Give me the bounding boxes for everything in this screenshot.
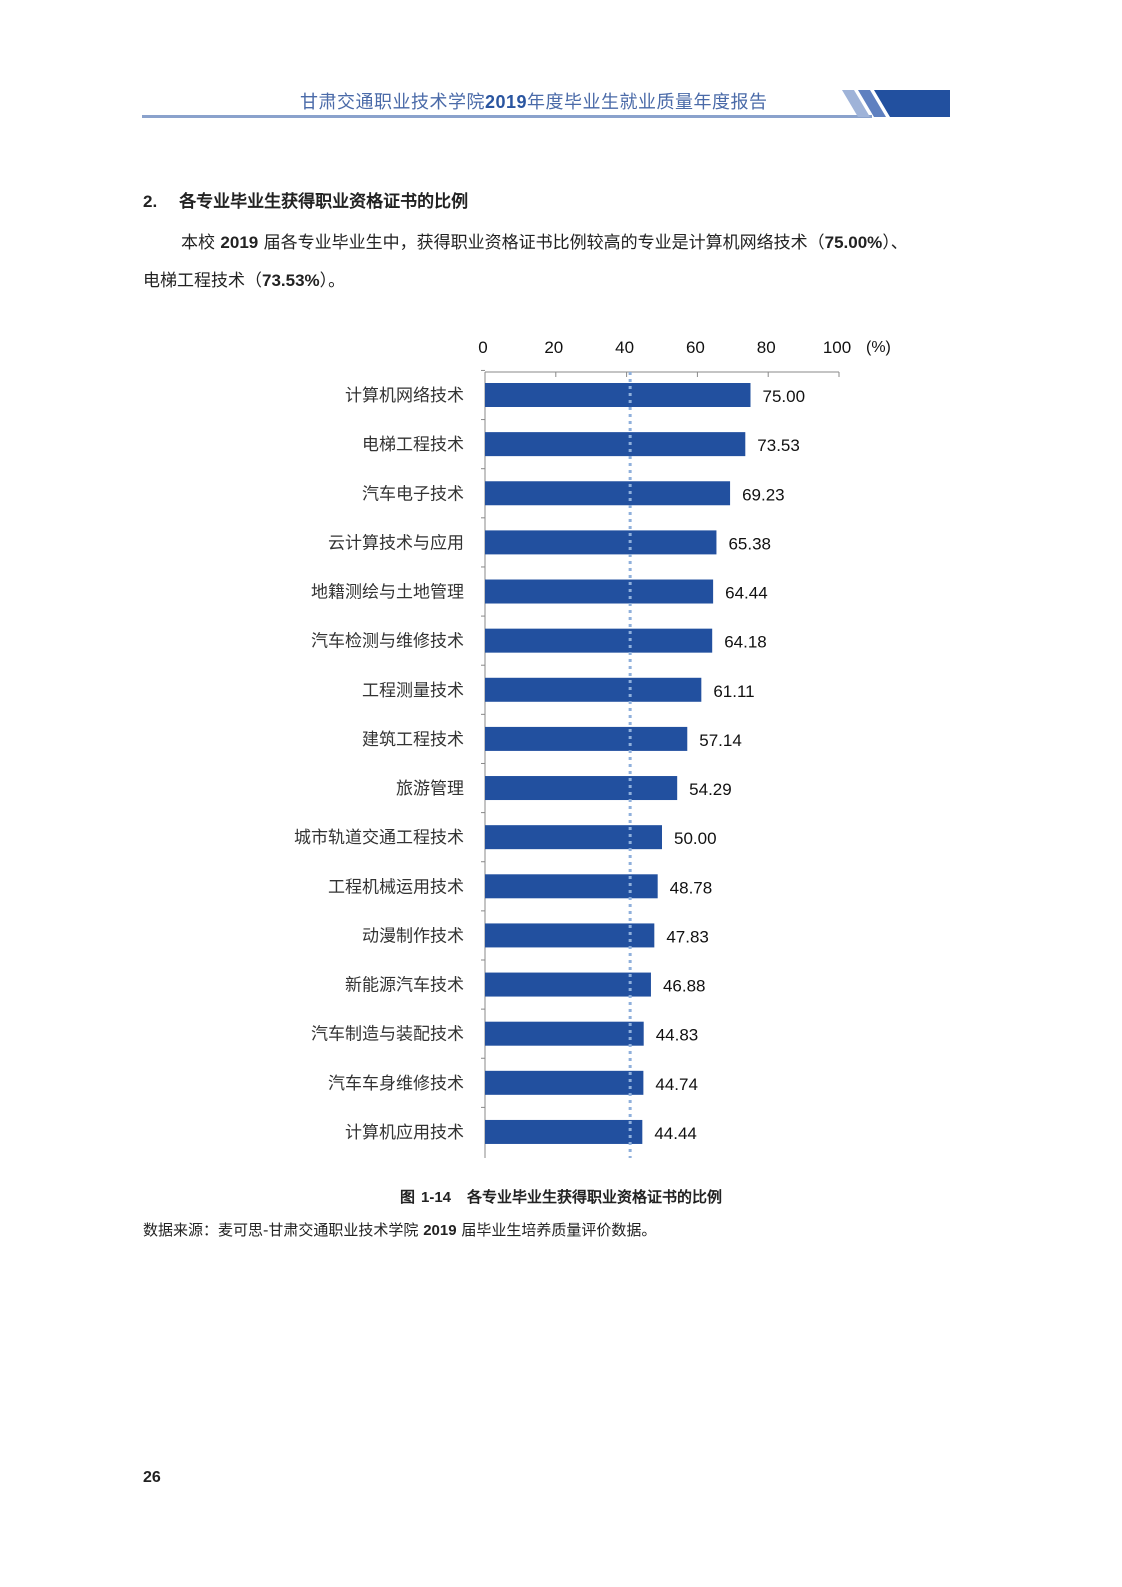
- bar-value-label: 65.38: [728, 534, 771, 553]
- category-label: 电梯工程技术: [362, 435, 464, 455]
- header-text: 甘肃交通职业技术学院: [300, 92, 485, 113]
- category-label: 工程测量技术: [362, 681, 464, 701]
- body-paragraph: 本校 2019 届各专业毕业生中，获得职业资格证书比例较高的专业是计算机网络技术…: [143, 233, 908, 291]
- bar-value-label: 54.29: [689, 780, 732, 799]
- bar-value-label: 44.83: [656, 1026, 699, 1045]
- axis-unit: (%): [866, 339, 891, 356]
- bar-value-label: 73.53: [757, 436, 800, 455]
- bar-chart: 0 20 40 60 80 100 (%) 75.00 计算机网络技术 73.53 电梯工程技术 69…: [294, 338, 891, 1158]
- category-label: 汽车电子技术: [362, 484, 464, 504]
- category-label: 工程机械运用技术: [328, 877, 464, 897]
- bar: [485, 825, 662, 850]
- bar-value-label: 75.00: [763, 387, 806, 406]
- bar: [485, 972, 651, 997]
- bar: [485, 432, 746, 457]
- bar: [485, 530, 717, 555]
- category-label: 汽车检测与维修技术: [311, 632, 464, 652]
- bar-value-label: 44.74: [655, 1075, 698, 1094]
- bar: [485, 726, 688, 751]
- bar: [485, 383, 751, 407]
- bar-value-label: 64.44: [725, 584, 768, 603]
- bar: [485, 628, 713, 653]
- figure-caption: 图 1-14 各专业毕业生获得职业资格证书的比例: [399, 1188, 723, 1206]
- bar: [485, 677, 702, 702]
- bar: [485, 776, 678, 801]
- header-year: 2019: [485, 92, 528, 112]
- category-label: 地籍测绘与土地管理: [311, 583, 464, 603]
- section-number: 2.: [143, 192, 158, 211]
- category-label: 动漫制作技术: [362, 926, 464, 946]
- bar-value-label: 57.14: [699, 731, 742, 750]
- bar: [485, 1119, 643, 1144]
- bar-value-label: 47.83: [666, 927, 709, 946]
- x-tick-label: 80: [757, 338, 776, 357]
- bar: [485, 874, 658, 899]
- running-header: 甘肃交通职业技术学院2019年度毕业生就业质量年度报告: [300, 88, 768, 114]
- category-label: 汽车制造与装配技术: [311, 1025, 464, 1045]
- category-label: 汽车车身维修技术: [328, 1074, 464, 1094]
- bar-value-label: 44.44: [654, 1124, 697, 1143]
- header-text-2: 年度毕业生就业质量年度报告: [527, 92, 768, 113]
- category-label: 计算机网络技术: [345, 386, 464, 406]
- bar: [485, 481, 731, 506]
- bar-value-label: 64.18: [724, 633, 767, 652]
- bar-value-label: 61.11: [713, 682, 754, 701]
- x-tick-label: 100: [823, 338, 851, 357]
- section-title: 各专业毕业生获得职业资格证书的比例: [179, 192, 469, 212]
- header-rule: [142, 115, 872, 118]
- category-label: 新能源汽车技术: [345, 976, 464, 996]
- header-decoration: [842, 90, 950, 117]
- x-tick-label: 60: [686, 338, 705, 357]
- category-label: 旅游管理: [396, 779, 464, 799]
- bar: [485, 1021, 644, 1046]
- x-tick-label: 0: [478, 338, 487, 357]
- bar: [485, 579, 714, 604]
- category-label: 计算机应用技术: [345, 1123, 464, 1143]
- bar: [485, 1070, 644, 1095]
- bar: [485, 923, 655, 948]
- category-label: 城市轨道交通工程技术: [294, 828, 464, 848]
- category-label: 云计算技术与应用: [328, 533, 464, 553]
- category-label: 建筑工程技术: [362, 730, 464, 750]
- bar-value-label: 69.23: [742, 485, 785, 504]
- page-number: 26: [143, 1469, 161, 1486]
- bar-value-label: 48.78: [670, 878, 713, 897]
- x-tick-label: 40: [615, 338, 634, 357]
- data-source: 数据来源：麦可思-甘肃交通职业技术学院 2019 届毕业生培养质量评价数据。: [143, 1221, 657, 1239]
- bar-value-label: 46.88: [663, 977, 706, 996]
- bar-value-label: 50.00: [674, 829, 717, 848]
- section-heading: 2. 各专业毕业生获得职业资格证书的比例: [143, 187, 468, 212]
- x-tick-label: 20: [544, 338, 563, 357]
